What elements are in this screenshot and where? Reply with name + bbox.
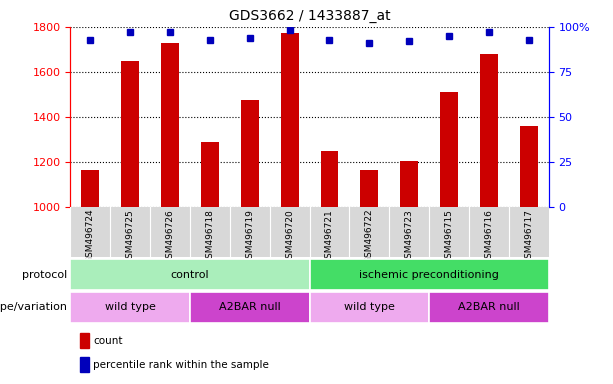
Text: GSM496715: GSM496715 xyxy=(444,209,454,264)
Bar xyxy=(190,292,310,323)
Bar xyxy=(321,151,338,207)
Text: GSM496724: GSM496724 xyxy=(86,209,95,263)
Bar xyxy=(70,292,190,323)
Text: A2BAR null: A2BAR null xyxy=(219,302,281,312)
Bar xyxy=(80,333,89,349)
Bar xyxy=(480,54,498,207)
Bar xyxy=(82,170,99,207)
Text: control: control xyxy=(170,270,210,280)
Text: percentile rank within the sample: percentile rank within the sample xyxy=(93,360,269,370)
Bar xyxy=(440,92,458,207)
Text: GSM496722: GSM496722 xyxy=(365,209,374,263)
Bar xyxy=(310,292,429,323)
Text: GSM496723: GSM496723 xyxy=(405,209,414,263)
Bar xyxy=(429,292,549,323)
Text: genotype/variation: genotype/variation xyxy=(0,302,67,312)
Text: GSM496719: GSM496719 xyxy=(245,209,254,264)
Text: wild type: wild type xyxy=(105,302,156,312)
Text: wild type: wild type xyxy=(344,302,395,312)
Bar xyxy=(201,142,219,207)
Bar xyxy=(241,100,259,207)
Text: GSM496717: GSM496717 xyxy=(524,209,533,264)
Bar xyxy=(161,43,179,207)
Text: GSM496726: GSM496726 xyxy=(166,209,175,263)
Bar xyxy=(310,259,549,290)
Bar xyxy=(360,170,378,207)
Bar xyxy=(70,259,310,290)
Bar xyxy=(520,126,538,207)
Text: count: count xyxy=(93,336,123,346)
Text: GSM496718: GSM496718 xyxy=(205,209,215,264)
Bar xyxy=(400,161,418,207)
Bar xyxy=(121,61,139,207)
Text: ischemic preconditioning: ischemic preconditioning xyxy=(359,270,499,280)
Bar xyxy=(281,33,299,207)
Text: GSM496720: GSM496720 xyxy=(285,209,294,263)
Text: GSM496716: GSM496716 xyxy=(484,209,493,264)
Text: A2BAR null: A2BAR null xyxy=(458,302,520,312)
Text: GSM496721: GSM496721 xyxy=(325,209,334,263)
Text: protocol: protocol xyxy=(22,270,67,280)
Bar xyxy=(80,357,89,372)
Title: GDS3662 / 1433887_at: GDS3662 / 1433887_at xyxy=(229,9,390,23)
Text: GSM496725: GSM496725 xyxy=(126,209,135,263)
